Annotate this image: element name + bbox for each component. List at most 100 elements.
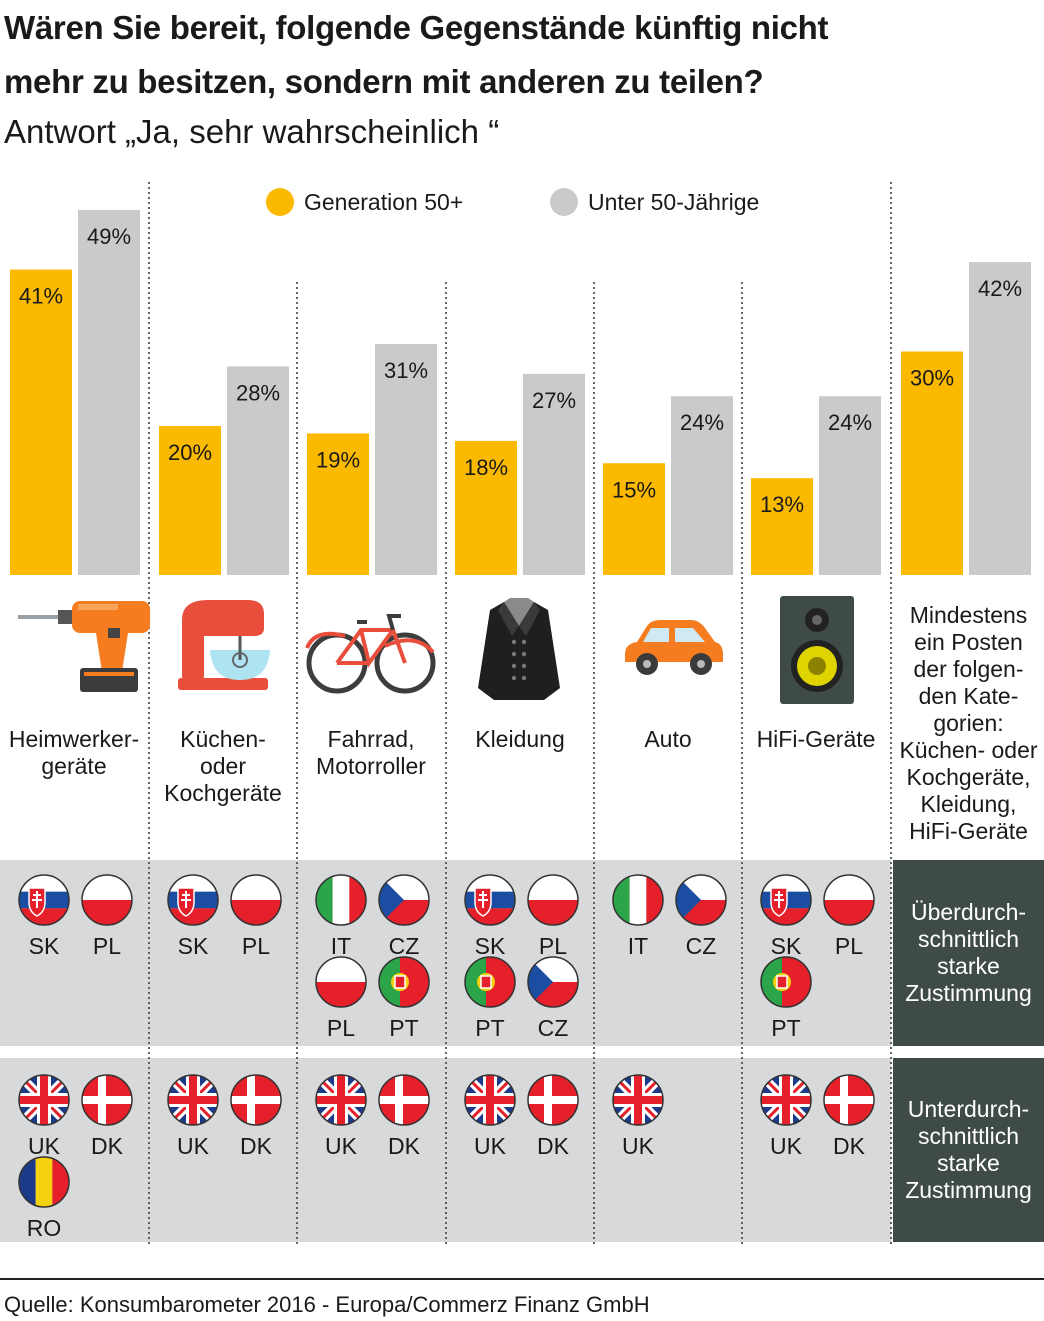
flag-code-label: PT	[771, 1015, 800, 1041]
flag-code-label: SK	[29, 933, 60, 959]
flag-outline	[167, 874, 219, 926]
flag-code-label: CZ	[389, 933, 420, 959]
flag-outline	[823, 874, 875, 926]
flag-code-label: PT	[389, 1015, 418, 1041]
category-label: Fahrrad, Motorroller	[316, 726, 426, 779]
flag-code-label: CZ	[686, 933, 717, 959]
flag-outline	[378, 1074, 430, 1126]
band-label-text: Überdurch- schnittlich starke Zustimmung	[905, 899, 1032, 1006]
flag-code-label: SK	[771, 933, 802, 959]
flag-pt-icon	[379, 957, 429, 1007]
flag-code-label: CZ	[538, 1015, 569, 1041]
band-label-above: Überdurch- schnittlich starke Zustimmung	[893, 860, 1044, 1046]
flag-outline	[760, 1074, 812, 1126]
flag-uk-icon	[761, 1075, 811, 1125]
flag-sk-icon	[168, 875, 218, 925]
bar-value-label: 18%	[464, 455, 508, 480]
flag-code-label: SK	[475, 933, 506, 959]
flag-outline	[167, 1074, 219, 1126]
flag-code-label: PL	[242, 933, 270, 959]
legend-item: Generation 50+	[266, 188, 463, 216]
flag-dk-icon	[379, 1075, 429, 1125]
flag-outline	[612, 874, 664, 926]
footer-divider	[0, 1278, 1044, 1280]
flag-code-label: DK	[537, 1133, 570, 1159]
flag-outline	[18, 1074, 70, 1126]
bar-under50-0	[78, 209, 140, 575]
flag-outline	[464, 874, 516, 926]
flag-dk-icon	[824, 1075, 874, 1125]
flag-uk-icon	[465, 1075, 515, 1125]
bar-value-label: 42%	[978, 276, 1022, 301]
flag-outline	[760, 874, 812, 926]
chart-title: Wären Sie bereit, folgende Gegenstände k…	[4, 9, 829, 46]
flag-code-label: PL	[327, 1015, 355, 1041]
bar-under50-5	[819, 396, 881, 575]
bar-gen50-4	[603, 463, 665, 575]
bar-under50-1	[227, 366, 289, 575]
flag-it-icon	[316, 875, 366, 925]
flag-uk-icon	[316, 1075, 366, 1125]
category-label: Heimwerker- geräte	[8, 726, 140, 779]
legend-swatch	[550, 188, 578, 216]
flag-outline	[675, 874, 727, 926]
category-label: Küchen- oder Kochgeräte	[164, 726, 282, 806]
bar-gen50-1	[159, 426, 221, 575]
flag-outline	[18, 874, 70, 926]
flag-code-label: PT	[475, 1015, 504, 1041]
flag-sk-icon	[761, 875, 811, 925]
flag-code-label: PL	[93, 933, 121, 959]
flag-outline	[464, 1074, 516, 1126]
bar-under50-4	[671, 396, 733, 575]
flag-uk-icon	[19, 1075, 69, 1125]
category-label: HiFi-Geräte	[756, 726, 876, 752]
flag-code-label: SK	[178, 933, 209, 959]
flag-code-label: UK	[325, 1133, 358, 1159]
flag-outline	[378, 956, 430, 1008]
flag-outline	[612, 1074, 664, 1126]
car-icon	[625, 620, 723, 675]
stand-mixer-icon	[178, 600, 270, 690]
bar-value-label: 24%	[680, 410, 724, 435]
flag-code-label: DK	[240, 1133, 273, 1159]
flag-outline	[81, 874, 133, 926]
bar-gen50-3	[455, 440, 517, 575]
bar-value-label: 24%	[828, 410, 872, 435]
bar-gen50-5	[751, 478, 813, 575]
band-label-below: Unterdurch- schnittlich starke Zustimmun…	[893, 1058, 1044, 1242]
drill-icon	[18, 601, 150, 692]
flag-code-label: DK	[91, 1133, 124, 1159]
flag-outline	[230, 874, 282, 926]
flag-code-label: DK	[833, 1133, 866, 1159]
flag-outline	[378, 874, 430, 926]
flag-code-label: UK	[177, 1133, 210, 1159]
bar-gen50-6	[901, 351, 963, 575]
chart-subtitle: Antwort „Ja, sehr wahrscheinlich “	[4, 113, 500, 150]
flag-code-label: PL	[539, 933, 567, 959]
flag-code-label: UK	[770, 1133, 803, 1159]
bar-value-label: 31%	[384, 358, 428, 383]
bar-value-label: 13%	[760, 492, 804, 517]
bar-gen50-0	[10, 269, 72, 575]
bar-value-label: 27%	[532, 388, 576, 413]
bar-value-label: 41%	[19, 284, 63, 309]
flag-code-label: IT	[331, 933, 351, 959]
flag-outline	[823, 1074, 875, 1126]
chart-title-line2: mehr zu besitzen, sondern mit anderen zu…	[4, 63, 764, 100]
flag-it-icon	[613, 875, 663, 925]
legend-label: Generation 50+	[304, 188, 464, 215]
bar-value-label: 28%	[236, 380, 280, 405]
flag-code-label: DK	[388, 1133, 421, 1159]
category-label: Auto	[644, 726, 692, 752]
flag-sk-icon	[19, 875, 69, 925]
flag-dk-icon	[231, 1075, 281, 1125]
band-label-text: Unterdurch- schnittlich starke Zustimmun…	[905, 1096, 1032, 1203]
bar-value-label: 49%	[87, 224, 131, 249]
flag-outline	[18, 1156, 70, 1208]
flag-dk-icon	[82, 1075, 132, 1125]
legend-swatch	[266, 188, 294, 216]
bar-value-label: 15%	[612, 477, 656, 502]
flag-outline	[315, 956, 367, 1008]
flag-ro-icon	[19, 1157, 69, 1207]
flag-outline	[527, 874, 579, 926]
